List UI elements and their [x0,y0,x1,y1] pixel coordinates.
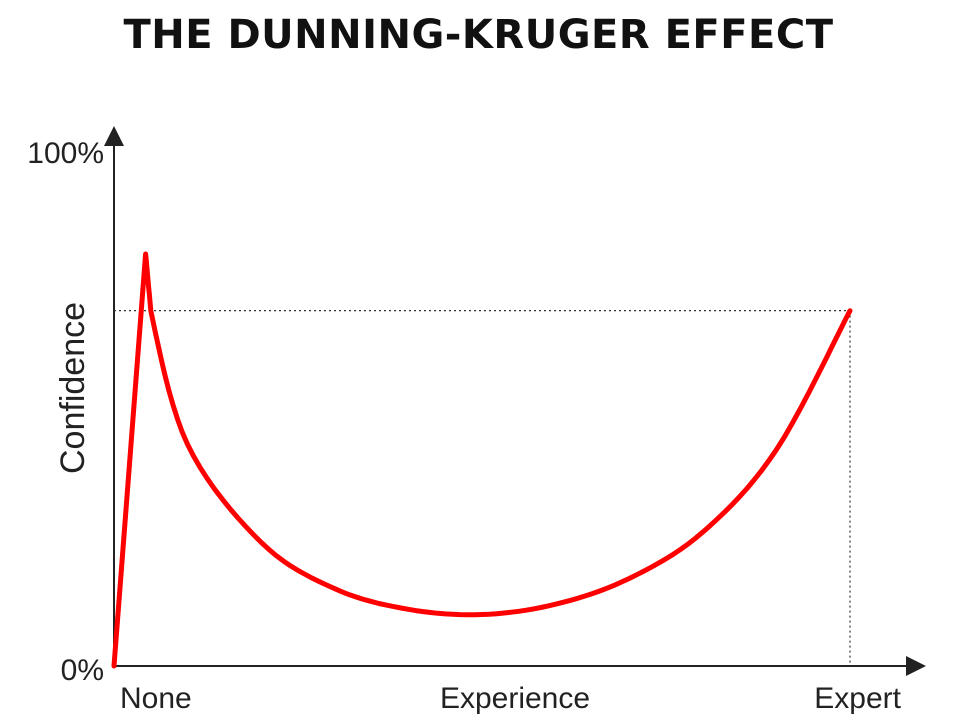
y-tick-label-bottom: 0% [61,654,104,687]
y-tick-label-top: 100% [27,137,104,170]
y-axis-label: Confidence [54,302,92,474]
x-tick-label-right: Expert [814,682,901,715]
x-tick-label-left: None [120,682,192,715]
chart-title: THE DUNNING-KRUGER EFFECT [123,12,834,58]
confidence-curve [111,251,853,669]
x-axis-label: Experience [440,682,590,715]
